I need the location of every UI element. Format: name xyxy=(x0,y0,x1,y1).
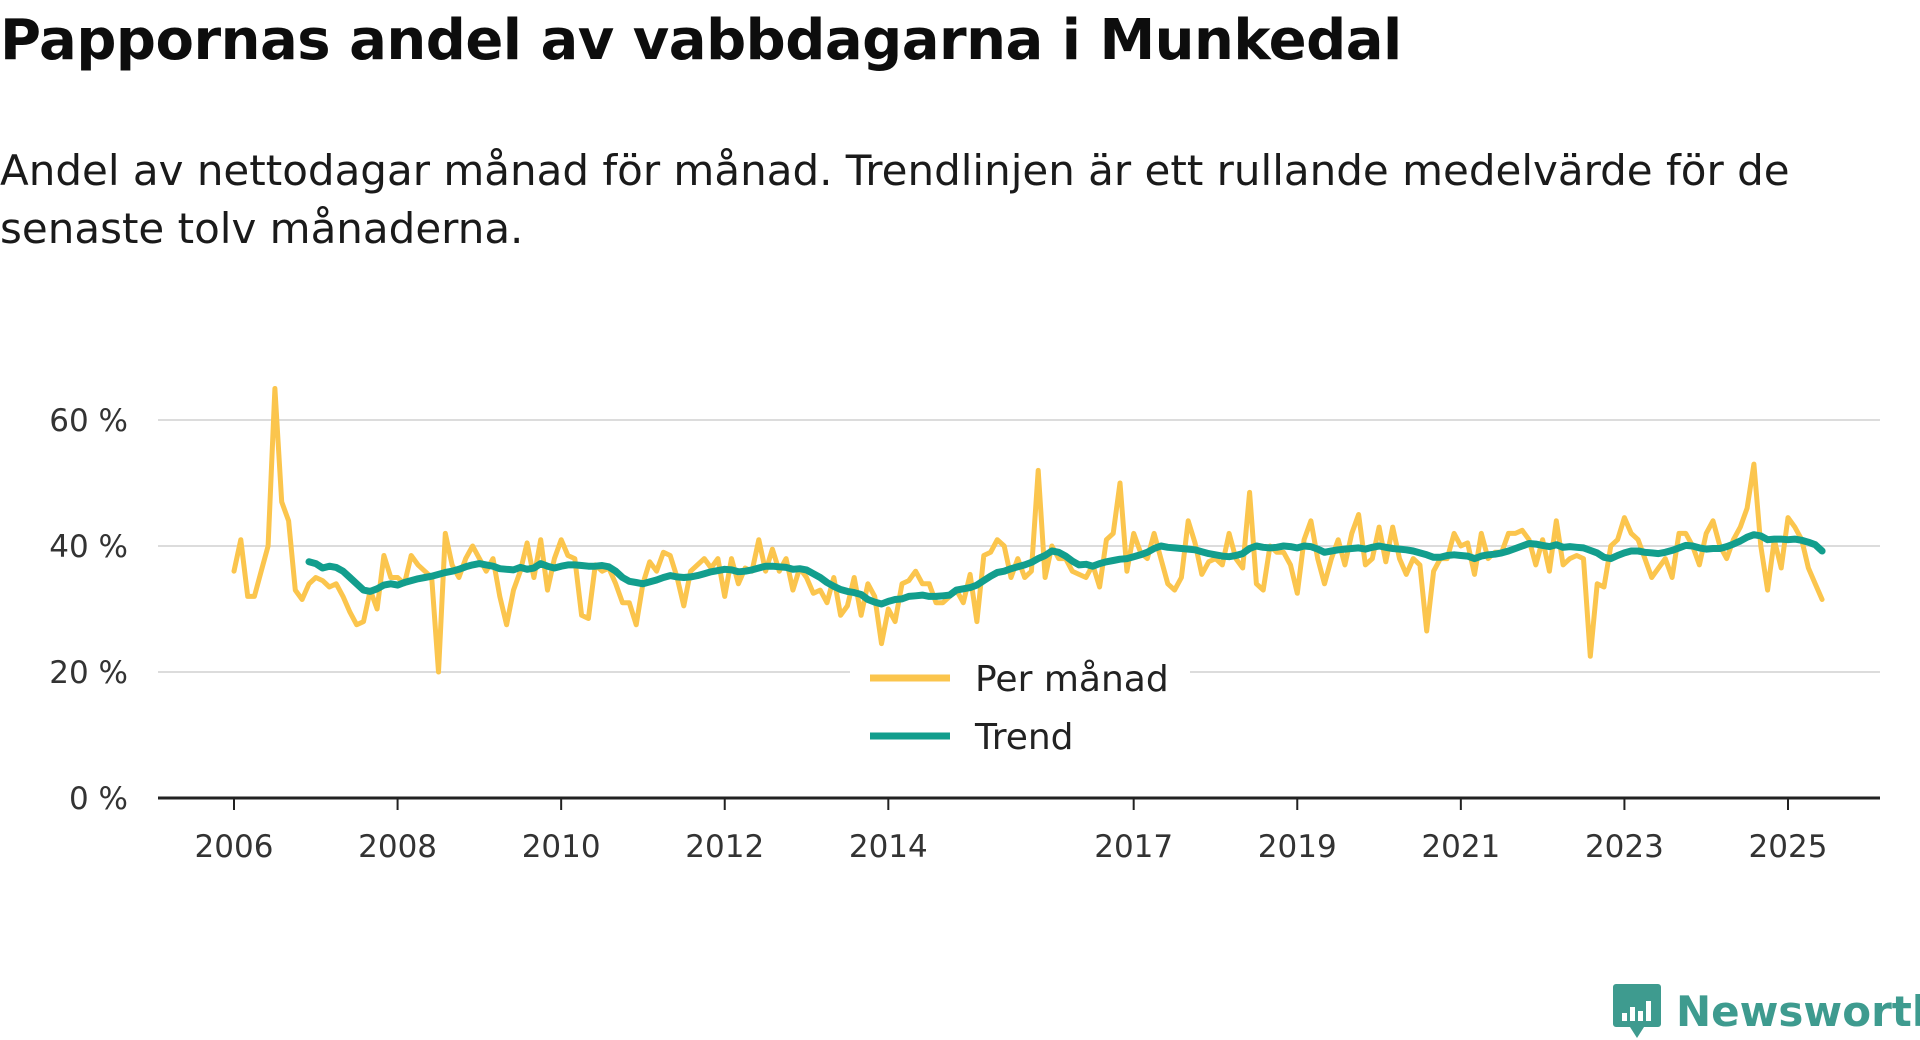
legend-label: Per månad xyxy=(975,659,1169,700)
series-line-trend xyxy=(305,531,1826,608)
x-tick-label: 2012 xyxy=(685,829,764,865)
y-axis-ticks: 0 % 20 % 40 % 60 % xyxy=(49,403,128,817)
x-tick-label: 2008 xyxy=(358,829,437,865)
y-tick-label: 20 % xyxy=(49,655,128,691)
chart-subtitle: Andel av nettodagar månad för månad. Tre… xyxy=(0,146,1790,253)
chart-title: Pappornas andel av vabbdagarna i Munkeda… xyxy=(0,8,1402,73)
x-tick-label: 2023 xyxy=(1585,829,1664,865)
y-tick-label: 60 % xyxy=(49,403,128,439)
newsworthy-logo-icon xyxy=(1613,984,1661,1038)
brand-name: Newsworthy xyxy=(1676,986,1920,1036)
series-lines xyxy=(231,386,1826,675)
y-tick-label: 40 % xyxy=(49,529,128,565)
x-tick-label: 2017 xyxy=(1094,829,1173,865)
x-tick-label: 2006 xyxy=(195,829,274,865)
x-tick-label: 2021 xyxy=(1421,829,1500,865)
legend: Per månad Trend xyxy=(850,648,1190,778)
x-axis-ticks: 2006 2008 2010 2012 2014 2017 2019 2021 2023 2025 xyxy=(195,798,1828,865)
brand-logo: Newsworthy xyxy=(1612,982,1920,1040)
legend-label: Trend xyxy=(974,717,1074,758)
x-tick-label: 2010 xyxy=(522,829,601,865)
series-line-per-manad xyxy=(231,386,1825,675)
x-tick-label: 2025 xyxy=(1749,829,1828,865)
legend-background xyxy=(850,648,1190,778)
x-tick-label: 2014 xyxy=(849,829,928,865)
x-tick-label: 2019 xyxy=(1258,829,1337,865)
y-tick-label: 0 % xyxy=(69,781,128,817)
